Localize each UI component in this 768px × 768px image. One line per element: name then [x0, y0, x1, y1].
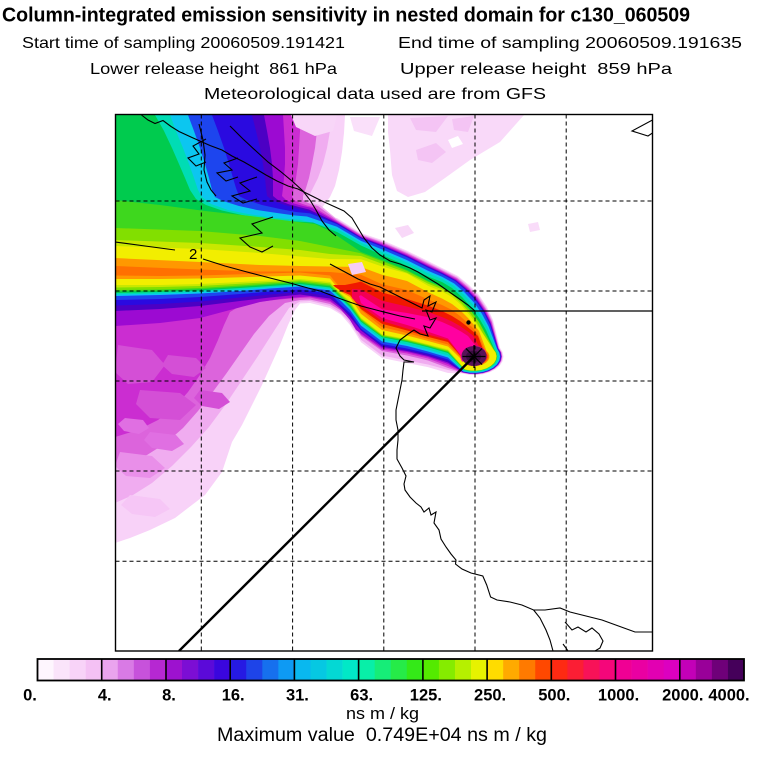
svg-text:31.: 31. [286, 687, 309, 705]
svg-text:4.: 4. [98, 687, 112, 705]
svg-text:Meteorological data used are f: Meteorological data used are from GFS [204, 86, 546, 103]
svg-text:Lower release height 861 hPa: Lower release height 861 hPa [90, 61, 337, 78]
svg-text:8.: 8. [162, 687, 176, 705]
svg-text:500.: 500. [538, 687, 570, 705]
svg-text:End time of sampling 20060509.: End time of sampling 20060509.191635 [398, 35, 742, 52]
svg-text:4000.: 4000. [708, 687, 749, 705]
svg-text:2000.: 2000. [662, 687, 703, 705]
svg-text:Start time of sampling 2006050: Start time of sampling 20060509.191421 [22, 35, 345, 52]
svg-text:Upper release height 859 hPa: Upper release height 859 hPa [400, 61, 672, 78]
svg-text:250.: 250. [474, 687, 506, 705]
svg-text:1000.: 1000. [598, 687, 639, 705]
svg-text:Column-integrated emission sen: Column-integrated emission sensitivity i… [2, 5, 690, 27]
svg-text:ns m / kg: ns m / kg [346, 704, 419, 723]
svg-text:125.: 125. [410, 687, 442, 705]
svg-text:0.: 0. [23, 687, 37, 705]
svg-text:2: 2 [189, 246, 197, 263]
svg-text:16.: 16. [222, 687, 245, 705]
svg-text:63.: 63. [350, 687, 373, 705]
svg-text:Maximum value 0.749E+04 ns m: Maximum value 0.749E+04 ns m / kg [217, 725, 547, 746]
